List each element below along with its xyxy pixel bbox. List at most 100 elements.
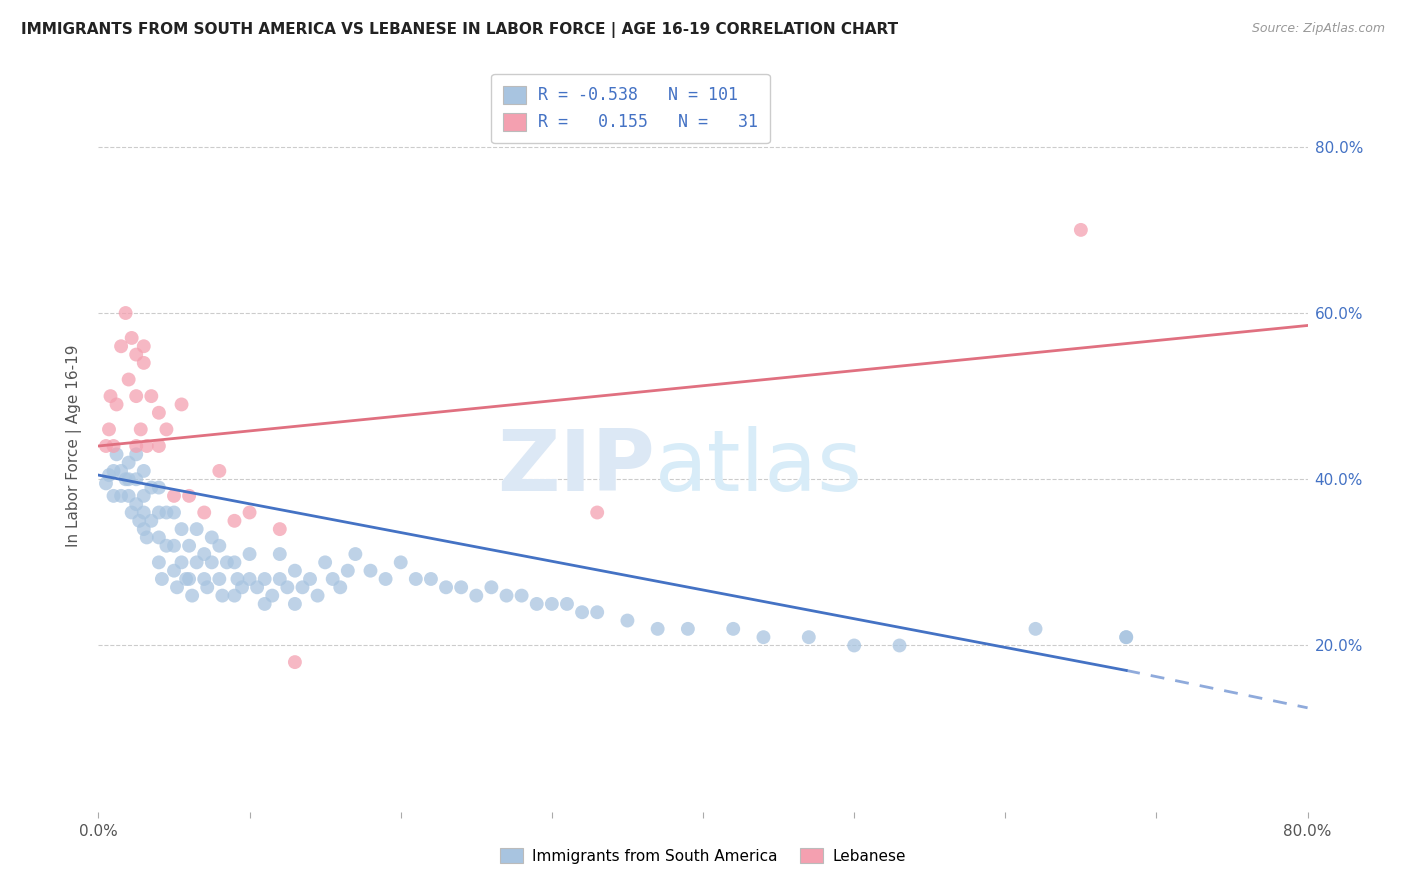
Point — [571, 605, 593, 619]
Point — [676, 622, 699, 636]
Point — [100, 389, 122, 403]
Point — [132, 464, 155, 478]
Point — [181, 589, 204, 603]
Point — [481, 580, 503, 594]
Point — [253, 572, 276, 586]
Point — [179, 489, 201, 503]
Point — [98, 422, 121, 436]
Point — [269, 522, 291, 536]
Point — [208, 572, 231, 586]
Point — [141, 481, 163, 495]
Point — [201, 555, 224, 569]
Point — [105, 447, 128, 461]
Point — [186, 522, 208, 536]
Point — [555, 597, 578, 611]
Point — [1115, 630, 1137, 644]
Point — [125, 389, 148, 403]
Point — [105, 397, 128, 411]
Point — [174, 572, 197, 586]
Point — [118, 472, 141, 486]
Point — [103, 489, 125, 503]
Point — [495, 589, 517, 603]
Point — [125, 497, 148, 511]
Point — [889, 639, 911, 653]
Point — [163, 489, 186, 503]
Point — [1024, 622, 1046, 636]
Point — [1115, 630, 1137, 644]
Point — [299, 572, 322, 586]
Point — [226, 572, 249, 586]
Point — [208, 464, 231, 478]
Point — [336, 564, 359, 578]
Point — [121, 331, 143, 345]
Point — [314, 555, 336, 569]
Point — [269, 572, 291, 586]
Point — [155, 506, 177, 520]
Point — [103, 464, 125, 478]
Point — [155, 539, 177, 553]
Point — [201, 530, 224, 544]
Text: Source: ZipAtlas.com: Source: ZipAtlas.com — [1251, 22, 1385, 36]
Point — [246, 580, 269, 594]
Point — [118, 489, 141, 503]
Point — [284, 655, 307, 669]
Point — [94, 476, 117, 491]
Point — [420, 572, 443, 586]
Point — [121, 506, 143, 520]
Point — [148, 555, 170, 569]
Point — [231, 580, 253, 594]
Point — [132, 522, 155, 536]
Point — [284, 597, 307, 611]
Point — [141, 389, 163, 403]
Point — [215, 555, 238, 569]
Point — [344, 547, 367, 561]
Point — [128, 514, 150, 528]
Point — [526, 597, 548, 611]
Point — [224, 555, 246, 569]
Point — [110, 489, 132, 503]
Point — [291, 580, 314, 594]
Point — [150, 572, 173, 586]
Y-axis label: In Labor Force | Age 16-19: In Labor Force | Age 16-19 — [66, 344, 83, 548]
Point — [450, 580, 472, 594]
Point — [110, 339, 132, 353]
Point — [148, 481, 170, 495]
Point — [114, 306, 136, 320]
Point — [132, 356, 155, 370]
Text: ZIP: ZIP — [496, 426, 655, 509]
Point — [163, 539, 186, 553]
Point — [170, 397, 193, 411]
Point — [389, 555, 412, 569]
Point — [239, 572, 262, 586]
Legend: Immigrants from South America, Lebanese: Immigrants from South America, Lebanese — [494, 842, 912, 870]
Point — [276, 580, 298, 594]
Point — [163, 506, 186, 520]
Point — [211, 589, 233, 603]
Point — [360, 564, 382, 578]
Point — [752, 630, 775, 644]
Point — [141, 514, 163, 528]
Point — [284, 564, 307, 578]
Point — [132, 489, 155, 503]
Point — [170, 555, 193, 569]
Point — [224, 514, 246, 528]
Point — [322, 572, 344, 586]
Point — [616, 614, 638, 628]
Point — [170, 522, 193, 536]
Point — [148, 506, 170, 520]
Point — [179, 572, 201, 586]
Point — [129, 422, 152, 436]
Point — [193, 547, 215, 561]
Point — [132, 339, 155, 353]
Point — [434, 580, 457, 594]
Point — [269, 547, 291, 561]
Point — [723, 622, 745, 636]
Point — [510, 589, 533, 603]
Point — [329, 580, 352, 594]
Point — [135, 439, 157, 453]
Point — [118, 372, 141, 386]
Point — [155, 422, 177, 436]
Point — [163, 564, 186, 578]
Point — [103, 439, 125, 453]
Point — [94, 439, 117, 453]
